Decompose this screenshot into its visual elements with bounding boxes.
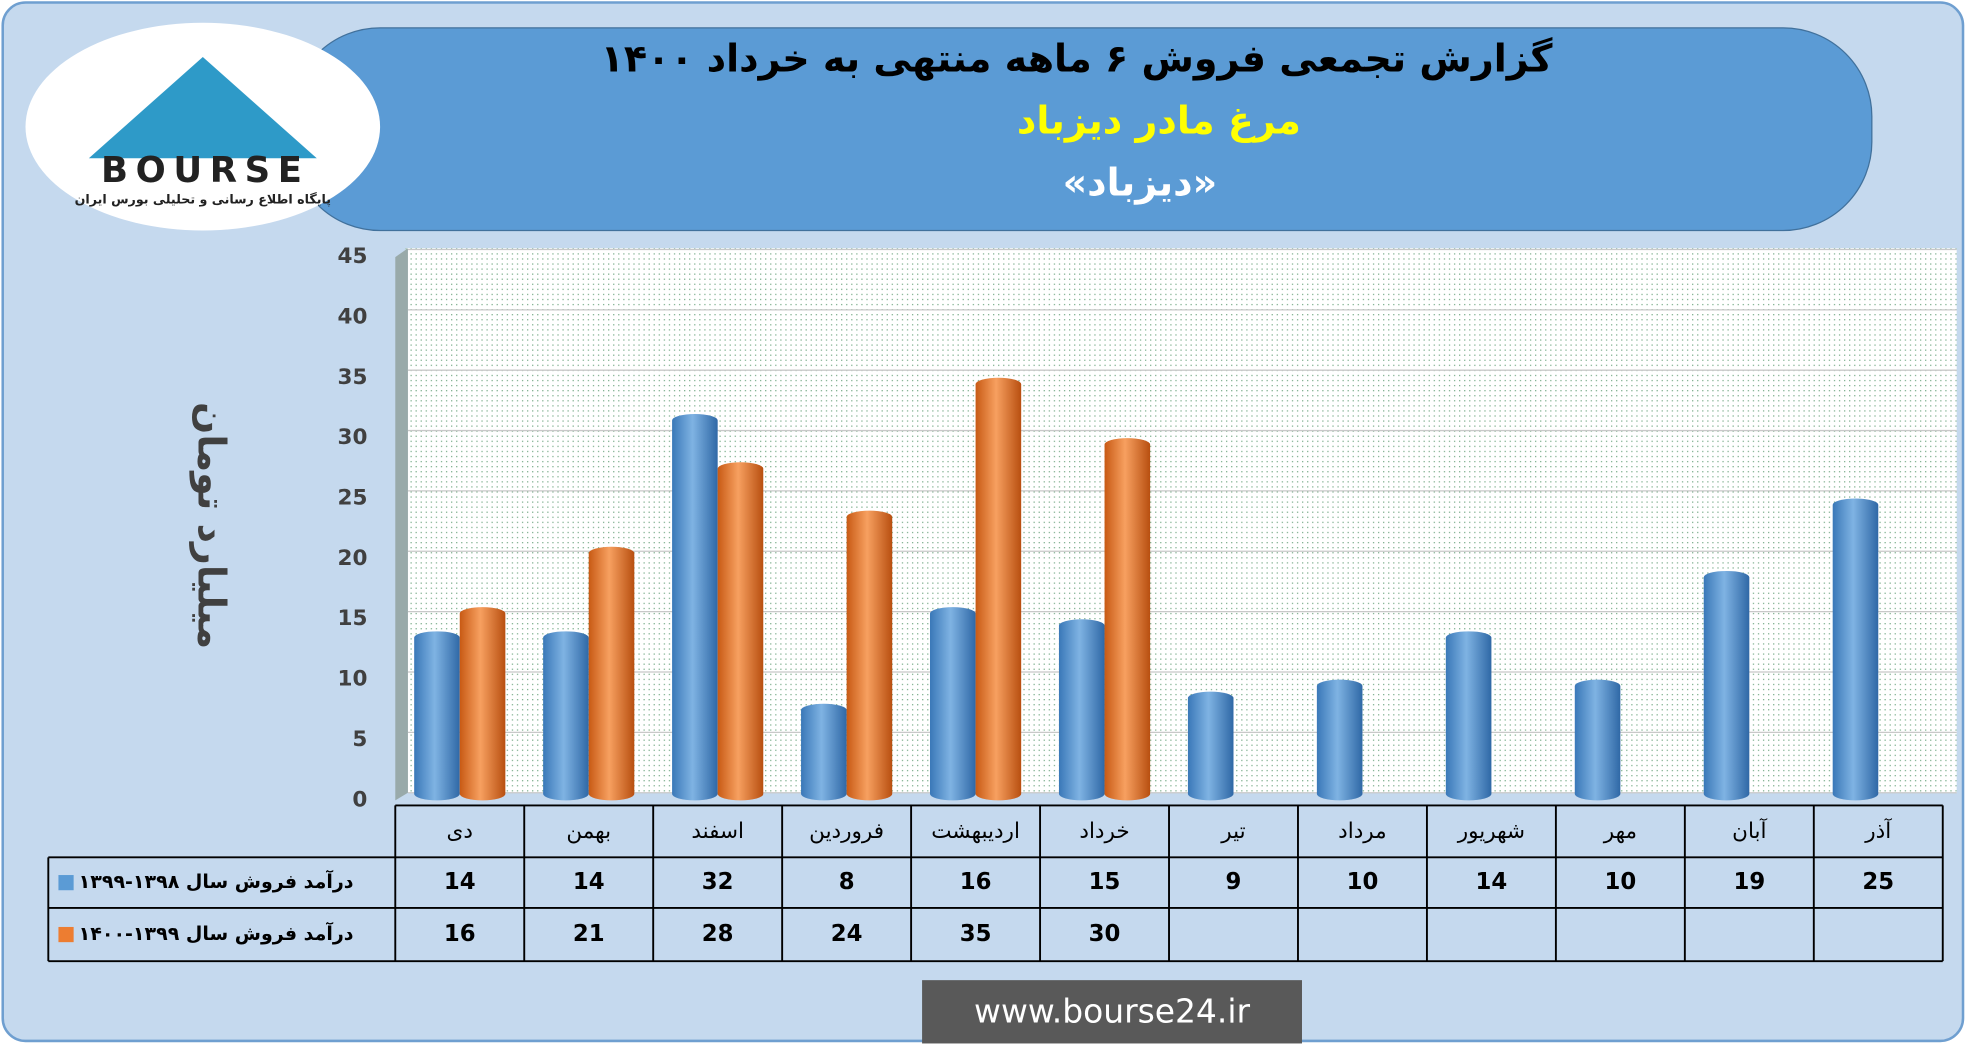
bar	[1104, 438, 1151, 801]
data-label: 10	[1605, 869, 1637, 895]
data-label: 9	[1226, 869, 1242, 895]
footer-url: www.bourse24.ir	[974, 992, 1250, 1031]
y-tick-label: 15	[337, 606, 367, 631]
bar	[1058, 619, 1105, 801]
bar	[1574, 679, 1621, 801]
data-label: 14	[573, 869, 605, 895]
y-tick-label: 45	[337, 244, 367, 269]
bar	[414, 631, 460, 801]
y-tick-label: 20	[337, 546, 367, 571]
bar	[588, 546, 635, 801]
bar	[929, 607, 976, 801]
plot-area	[405, 248, 1957, 793]
y-tick-label: 40	[337, 304, 367, 329]
bar	[1703, 570, 1750, 801]
data-label: 14	[1476, 869, 1508, 895]
data-label: 35	[960, 921, 992, 947]
bar	[846, 510, 893, 801]
logo-mark	[88, 56, 317, 159]
y-tick-label: 10	[337, 667, 367, 692]
y-tick-label: 5	[352, 727, 367, 752]
chart-subtitle: مرغ مادر دیزباد	[1017, 98, 1301, 142]
bar	[1832, 498, 1879, 801]
y-tick-label: 0	[352, 787, 367, 812]
x-tick-label: آبان	[1732, 817, 1767, 844]
y-tick-label: 35	[337, 365, 367, 390]
x-tick-label: خرداد	[1079, 819, 1129, 844]
y-tick-label: 25	[337, 486, 367, 511]
x-tick-label: فروردین	[809, 819, 884, 844]
x-tick-label: تیر	[1220, 819, 1245, 844]
data-label: 10	[1347, 869, 1379, 895]
bar	[801, 703, 847, 801]
bar	[1187, 691, 1234, 801]
legend-label: درآمد فروش سال ۱۳۹۹-۱۴۰۰	[79, 921, 354, 945]
y-axis-title: میلیارد تومان	[190, 402, 234, 649]
legend-swatch	[58, 875, 74, 891]
data-label: 16	[444, 921, 476, 947]
data-label: 14	[444, 869, 476, 895]
plot-wall	[395, 248, 408, 801]
bar	[672, 414, 718, 801]
data-label: 19	[1733, 869, 1765, 895]
data-label: 24	[831, 921, 863, 947]
bar	[717, 462, 764, 801]
legend-label: درآمد فروش سال ۱۳۹۸-۱۳۹۹	[79, 869, 354, 893]
data-label: 15	[1089, 869, 1121, 895]
data-label: 25	[1862, 869, 1894, 895]
logo-tagline: پایگاه اطلاع رسانی و تحلیلی بورس ایران	[75, 192, 331, 207]
y-tick-label: 30	[337, 425, 367, 450]
data-label: 21	[573, 921, 605, 947]
bar	[1316, 679, 1363, 801]
data-label: 32	[702, 869, 734, 895]
symbol: «دیزباد»	[1063, 160, 1218, 204]
chart-title: گزارش تجمعی فروش ۶ ماهه منتهی به خرداد ۱…	[601, 36, 1554, 81]
logo-brand: BOURSE	[101, 150, 310, 191]
x-tick-label: اردیبهشت	[931, 819, 1020, 844]
data-label: 28	[702, 921, 734, 947]
bar	[1445, 631, 1492, 801]
x-tick-label: مرداد	[1338, 819, 1387, 844]
x-tick-label: بهمن	[566, 819, 611, 844]
x-tick-label: شهریور	[1457, 819, 1525, 844]
data-label: 8	[839, 869, 855, 895]
legend-swatch	[58, 926, 74, 943]
bar	[459, 607, 506, 801]
data-label: 16	[960, 869, 992, 895]
bar	[543, 631, 589, 801]
x-tick-label: مهر	[1603, 819, 1637, 844]
x-tick-label: دی	[447, 819, 473, 844]
bar	[975, 377, 1022, 801]
x-tick-label: اسفند	[691, 819, 744, 844]
x-tick-label: آذر	[1864, 817, 1892, 844]
data-label: 30	[1089, 921, 1121, 947]
footer-box	[922, 980, 1302, 1044]
